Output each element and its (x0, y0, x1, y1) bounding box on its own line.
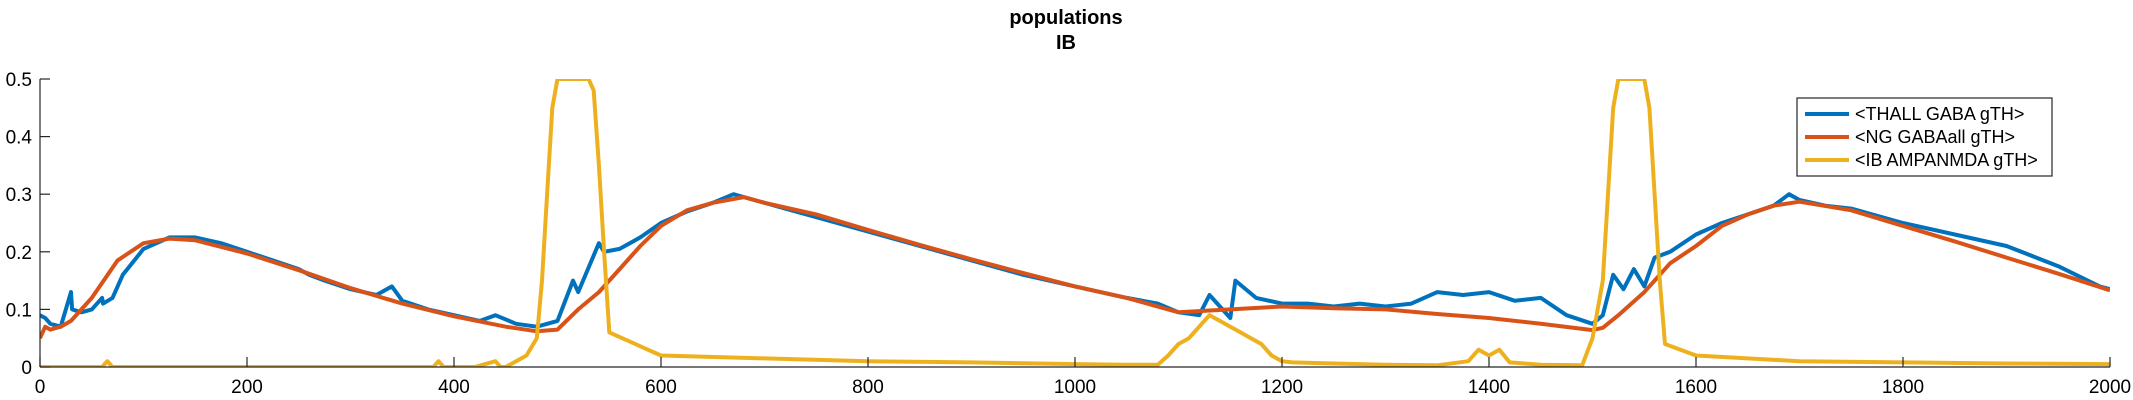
y-tick-label: 0.1 (6, 300, 32, 321)
x-tick-label: 800 (852, 377, 884, 398)
chart-title: populations IB (1009, 7, 1122, 54)
legend-label-2: <NG GABAall gTH> (1855, 127, 2015, 147)
series-lines (40, 79, 2110, 367)
tick-marks (39, 78, 2111, 368)
tick-labels: 0 200 400 600 800 1000 1200 1400 1600 1800 2000 0 0.… (6, 70, 2132, 398)
x-tick-label: 1800 (1882, 377, 1924, 398)
x-tick-label: 1400 (1468, 377, 1510, 398)
x-tick-label: 600 (645, 377, 677, 398)
x-tick-label: 1000 (1054, 377, 1096, 398)
x-tick-label: 0 (35, 377, 46, 398)
x-tick-label: 1600 (1675, 377, 1717, 398)
y-tick-label: 0 (21, 358, 32, 379)
x-tick-label: 1200 (1261, 377, 1303, 398)
y-tick-label: 0.3 (6, 185, 32, 206)
legend-label-1: <THALL GABA gTH> (1855, 104, 2024, 124)
subtitle-text: IB (1056, 32, 1076, 54)
y-tick-label: 0.4 (6, 128, 33, 149)
x-tick-label: 400 (438, 377, 470, 398)
legend: <THALL GABA gTH> <NG GABAall gTH> <IB AMPA… (1796, 97, 2053, 177)
series-line-3 (40, 79, 2110, 367)
y-tick-label: 0.2 (6, 243, 32, 264)
x-tick-label: 2000 (2089, 377, 2131, 398)
series-line-2 (40, 195, 2110, 340)
legend-label-3: <IB AMPANMDA gTH> (1855, 150, 2038, 170)
x-tick-label: 200 (231, 377, 263, 398)
series-line-1 (40, 192, 2110, 329)
plot-area: 0 200 400 600 800 1000 1200 1400 1600 1800 2000 0 0.… (6, 70, 2132, 398)
y-tick-label: 0.5 (6, 70, 32, 91)
title-text: populations (1009, 7, 1122, 29)
